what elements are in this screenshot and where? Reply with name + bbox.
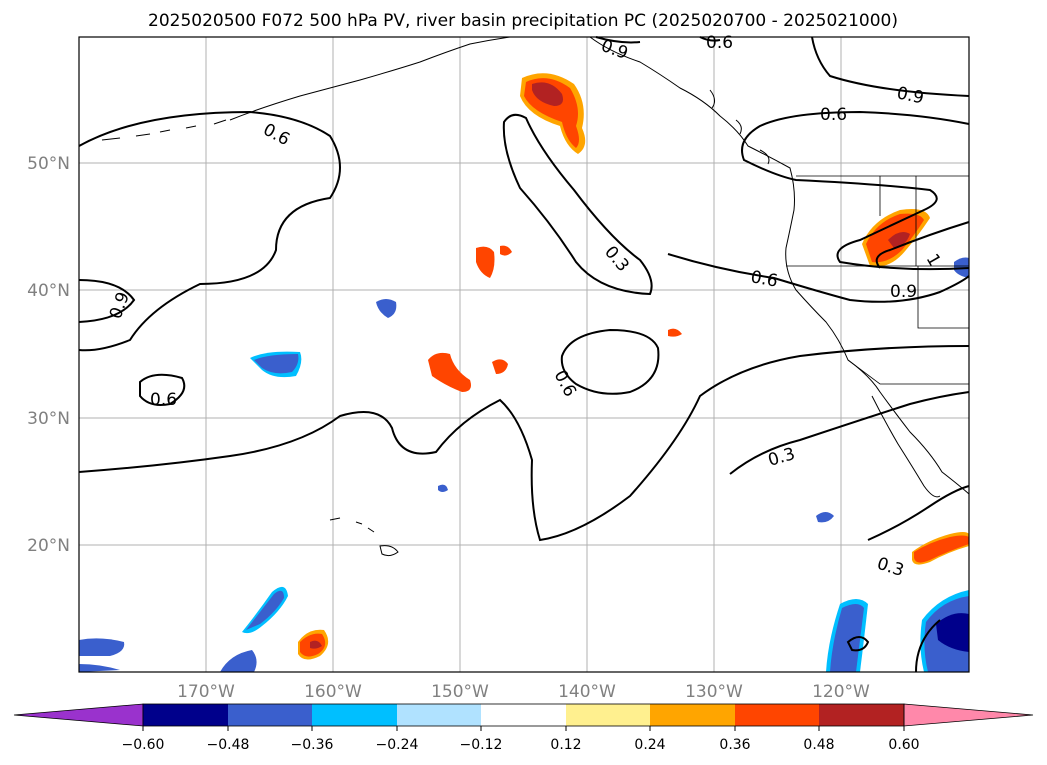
lon-label-140w: 140°W [558, 682, 616, 702]
lon-label-150w: 150°W [431, 682, 489, 702]
colorbar-tick-label: −0.12 [460, 737, 503, 753]
colorbar-segment [819, 704, 904, 726]
colorbar-segment [566, 704, 650, 726]
colorbar-tick-label: 0.24 [634, 737, 665, 753]
contour-label: 0.9 [890, 282, 917, 302]
map-panel: 0.6 0.9 0.6 0.9 0.6 0.3 0.6 0.9 0.6 0.6 … [78, 33, 970, 673]
colorbar-segment [397, 704, 481, 726]
lon-label-120w: 120°W [812, 682, 870, 702]
contour-label: 0.6 [820, 105, 847, 125]
precip-positive-patches [298, 73, 969, 660]
lat-label-50n: 50°N [27, 154, 70, 174]
lon-label-130w: 130°W [685, 682, 743, 702]
colorbar-tick-label: −0.60 [122, 737, 165, 753]
colorbar-tick-label: −0.24 [376, 737, 419, 753]
latitude-labels: 50°N 40°N 30°N 20°N [27, 154, 70, 556]
colorbar-tick-labels: −0.60 −0.48 −0.36 −0.24 −0.12 0.12 0.24 … [122, 737, 920, 753]
contour-label: 0.6 [150, 390, 177, 410]
colorbar-tick-label: 0.36 [719, 737, 750, 753]
lat-label-20n: 20°N [27, 536, 70, 556]
colorbar-tick-label: −0.48 [207, 737, 250, 753]
lat-label-30n: 30°N [27, 409, 70, 429]
coastlines [101, 36, 970, 557]
lon-label-170w: 170°W [177, 682, 235, 702]
colorbar-segment [312, 704, 397, 726]
map-title: 2025020500 F072 500 hPa PV, river basin … [148, 11, 898, 31]
longitude-labels: 170°W 160°W 150°W 140°W 130°W 120°W [177, 682, 870, 702]
precip-negative-patches [79, 257, 969, 672]
colorbar-tick-label: 0.12 [550, 737, 581, 753]
colorbar-ticks [142, 726, 905, 731]
colorbar-segment [143, 704, 228, 726]
political-borders [786, 175, 969, 385]
colorbar-tick-label: −0.36 [291, 737, 334, 753]
colorbar-low-extension [13, 703, 144, 727]
contour-label: 0.6 [706, 33, 733, 53]
lat-label-40n: 40°N [27, 281, 70, 301]
colorbar-tick-label: 0.60 [888, 737, 919, 753]
colorbar: −0.60 −0.48 −0.36 −0.24 −0.12 0.12 0.24 … [13, 703, 1034, 753]
pv-contours [78, 36, 970, 673]
colorbar-segment [735, 704, 819, 726]
colorbar-segment [481, 704, 566, 726]
colorbar-segment [228, 704, 312, 726]
colorbar-high-extension [903, 703, 1034, 727]
colorbar-tick-label: 0.48 [803, 737, 834, 753]
colorbar-segment [650, 704, 735, 726]
contour-label: 0.6 [749, 267, 779, 291]
lon-label-160w: 160°W [304, 682, 362, 702]
